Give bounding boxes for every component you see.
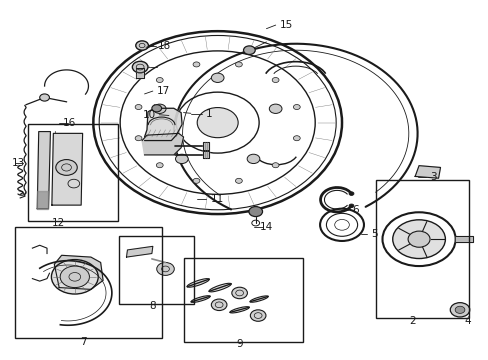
Circle shape (235, 62, 242, 67)
Circle shape (269, 104, 282, 113)
Circle shape (60, 266, 89, 288)
Circle shape (235, 178, 242, 183)
Circle shape (152, 105, 161, 112)
Polygon shape (54, 255, 103, 289)
Circle shape (51, 260, 98, 294)
Circle shape (211, 299, 226, 311)
Text: 7: 7 (80, 337, 87, 347)
Polygon shape (414, 166, 440, 178)
Circle shape (132, 61, 148, 73)
Text: 16: 16 (63, 118, 76, 128)
Circle shape (293, 136, 300, 141)
Circle shape (211, 73, 224, 82)
Ellipse shape (249, 296, 267, 302)
Circle shape (392, 220, 445, 258)
Text: 8: 8 (149, 301, 156, 311)
Ellipse shape (191, 296, 210, 302)
Bar (27, 125, 118, 221)
Ellipse shape (229, 307, 249, 313)
Circle shape (156, 77, 163, 82)
Polygon shape (144, 108, 182, 140)
Circle shape (153, 104, 166, 113)
Circle shape (293, 104, 300, 109)
Polygon shape (142, 134, 183, 155)
Circle shape (156, 163, 163, 168)
Polygon shape (136, 68, 144, 78)
Circle shape (348, 192, 353, 195)
Circle shape (197, 108, 238, 138)
Ellipse shape (208, 283, 231, 292)
Circle shape (157, 262, 174, 275)
Text: 11: 11 (210, 194, 223, 204)
Bar (15, 226, 161, 338)
Circle shape (407, 231, 429, 247)
Circle shape (40, 94, 49, 101)
Circle shape (454, 306, 464, 314)
Circle shape (135, 136, 142, 141)
Text: 15: 15 (279, 20, 292, 30)
Circle shape (348, 204, 353, 208)
Bar (119, 235, 194, 304)
Text: 5: 5 (370, 229, 377, 239)
Circle shape (250, 310, 265, 321)
Circle shape (136, 41, 148, 50)
Text: 1: 1 (205, 109, 212, 119)
Text: 18: 18 (158, 41, 171, 50)
Circle shape (248, 207, 262, 217)
Text: 2: 2 (408, 316, 415, 325)
Circle shape (246, 154, 259, 163)
Ellipse shape (187, 279, 209, 287)
Circle shape (272, 163, 279, 168)
Circle shape (243, 46, 255, 54)
Polygon shape (37, 191, 48, 209)
Text: 13: 13 (11, 158, 24, 168)
Text: 3: 3 (429, 172, 435, 182)
Bar (183, 258, 303, 342)
Bar (375, 180, 468, 318)
Text: 4: 4 (464, 316, 470, 325)
Polygon shape (203, 151, 209, 158)
Text: 6: 6 (351, 206, 358, 216)
Circle shape (449, 303, 469, 317)
Polygon shape (37, 132, 50, 209)
Polygon shape (455, 236, 472, 242)
Text: 9: 9 (236, 339, 243, 349)
Circle shape (56, 159, 77, 175)
Circle shape (272, 77, 279, 82)
Circle shape (193, 178, 200, 183)
Text: 14: 14 (259, 222, 272, 232)
Circle shape (231, 287, 247, 299)
Text: 12: 12 (52, 218, 65, 228)
Text: 17: 17 (157, 86, 170, 96)
Polygon shape (203, 142, 209, 149)
Text: 10: 10 (142, 110, 156, 120)
Circle shape (135, 104, 142, 109)
Polygon shape (52, 134, 82, 205)
Polygon shape (126, 246, 153, 257)
Circle shape (175, 154, 188, 163)
Circle shape (193, 62, 200, 67)
